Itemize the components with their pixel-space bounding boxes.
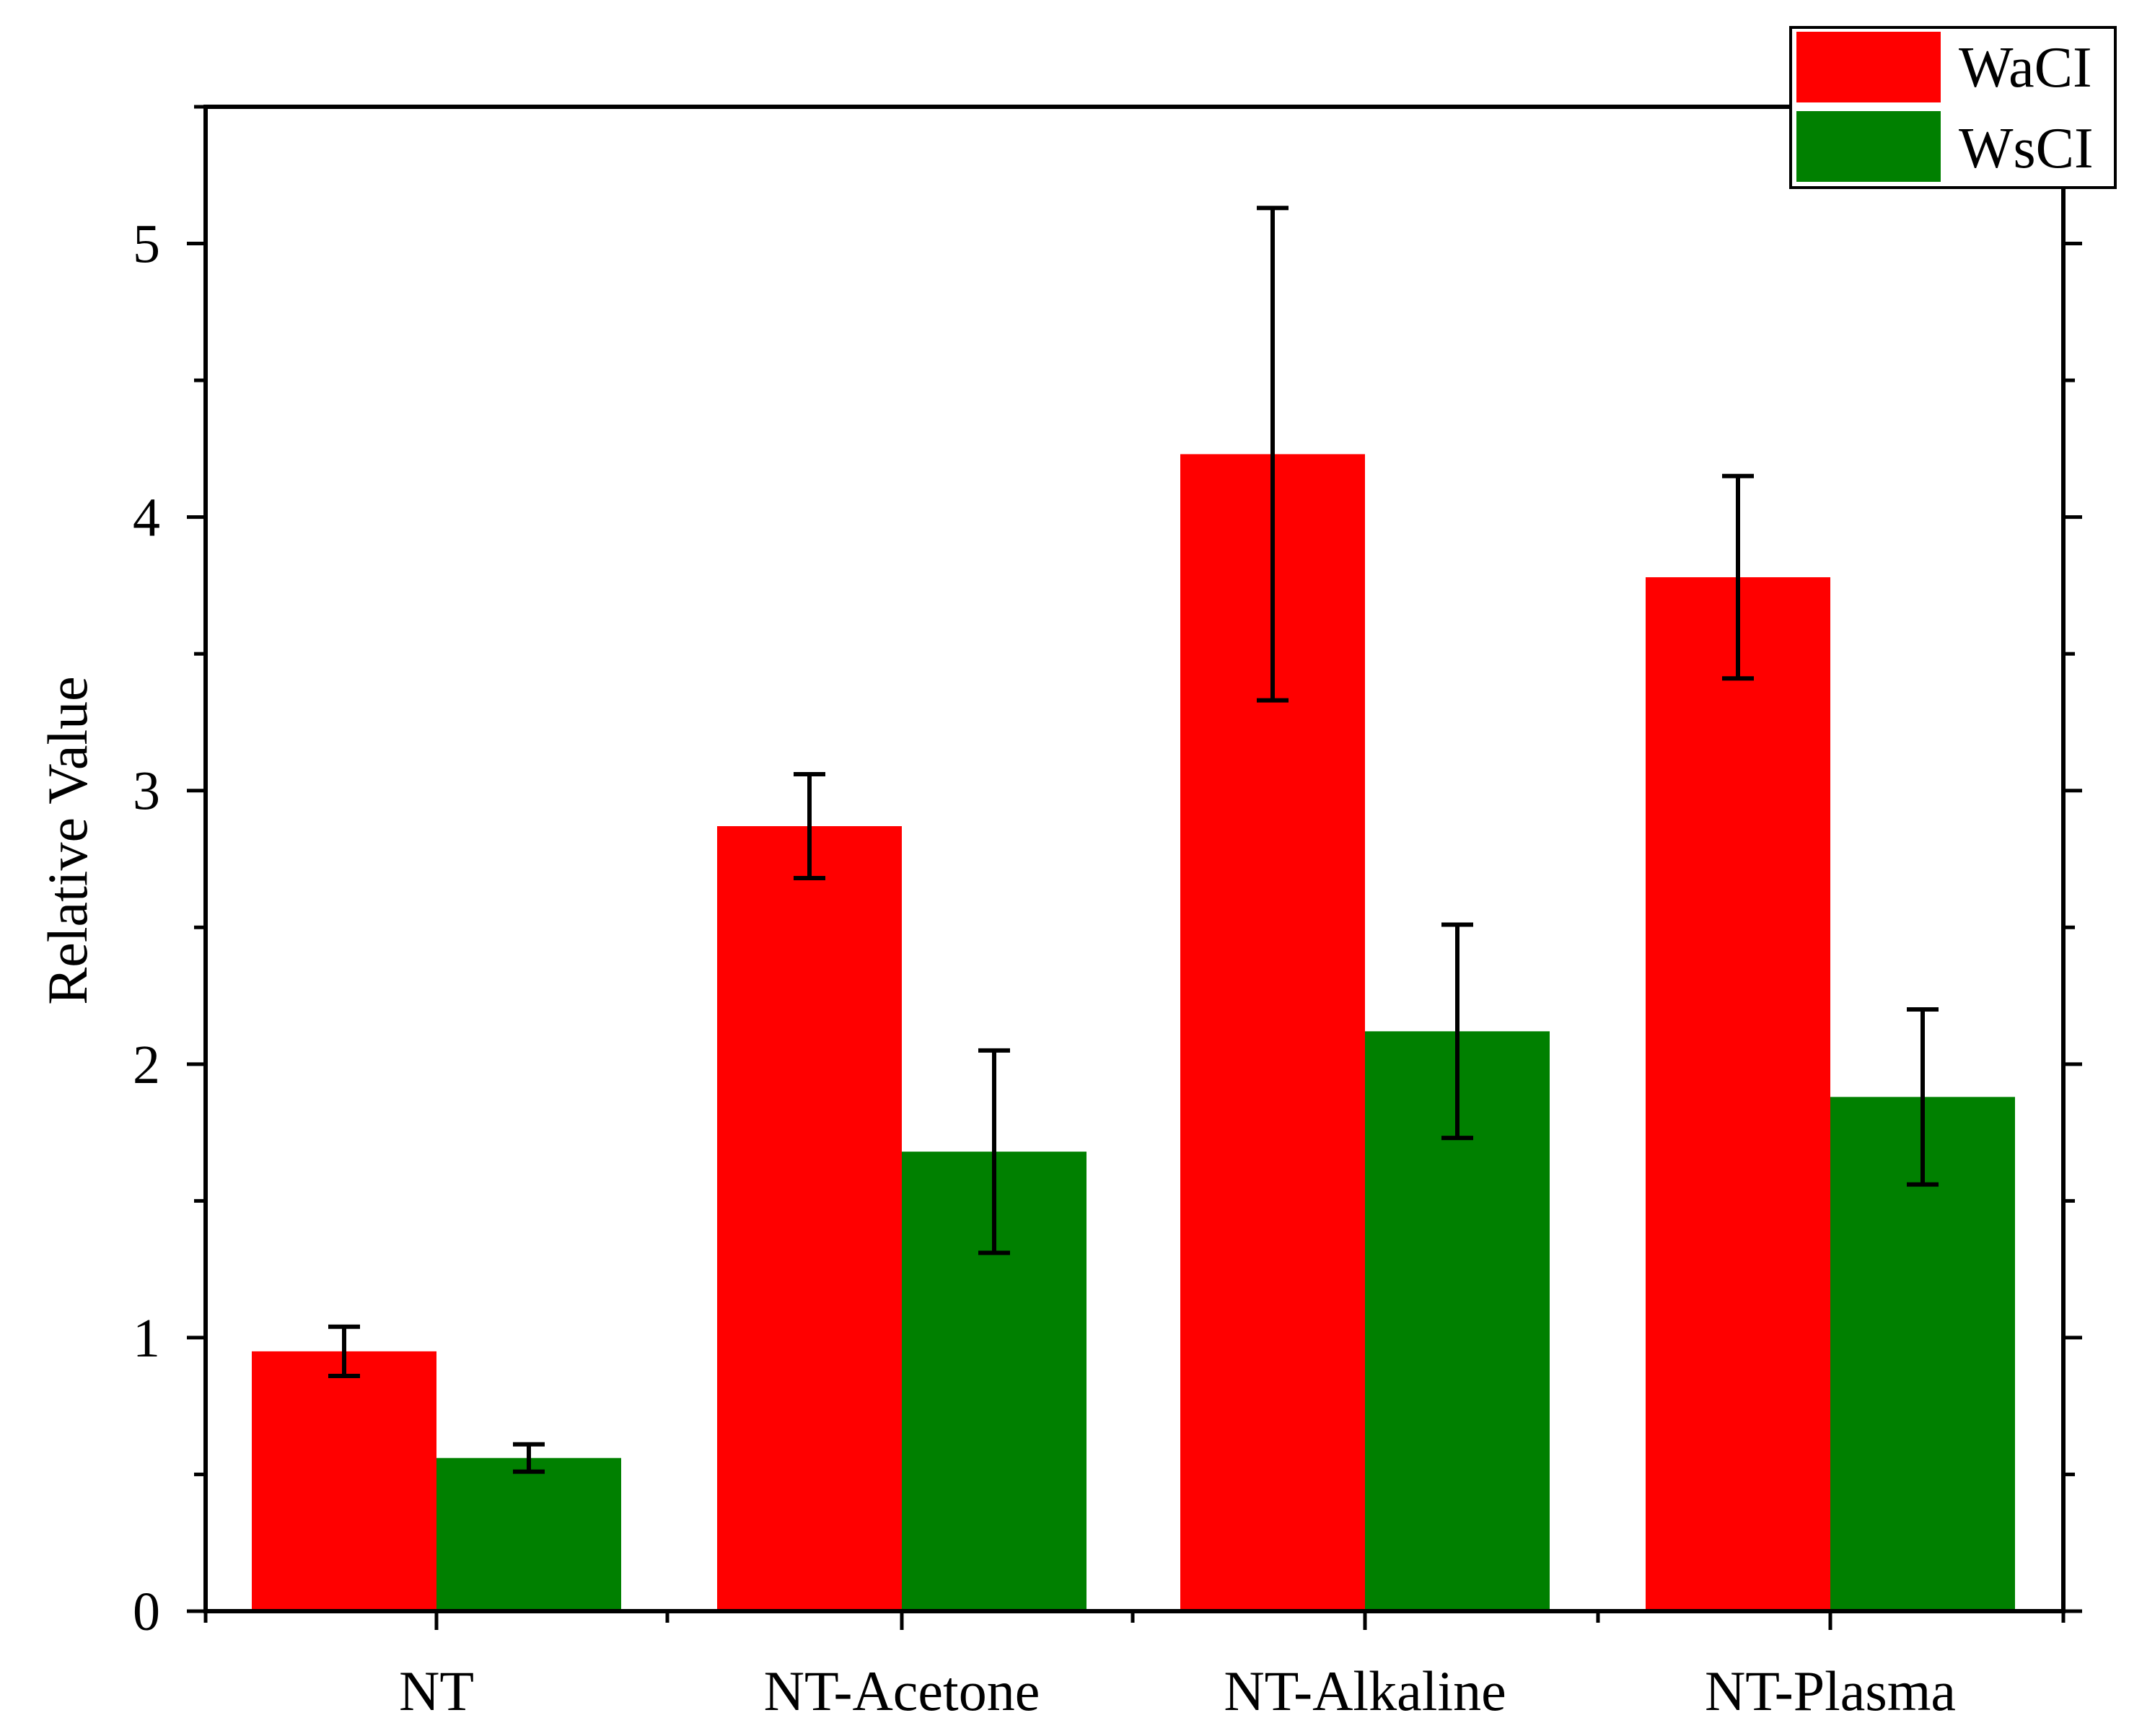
y-tick-label: 4: [133, 488, 160, 548]
bar-wsci-nt: [436, 1457, 621, 1611]
y-tick-label: 5: [133, 214, 160, 275]
ticks-layer: 0 1 2 3 4 5 NT NT-Acetone NT-Alkaline NT-Plasma: [133, 105, 2082, 1722]
legend-swatch-wsci: [1796, 111, 1941, 182]
error-bar-wsci-nt-alkaline: [1441, 922, 1473, 1141]
x-tick-label-nt: NT: [399, 1660, 474, 1722]
error-bar-waci-nt-alkaline: [1257, 206, 1289, 703]
error-bar-waci-nt: [328, 1324, 360, 1378]
legend-label-wsci: WsCI: [1959, 117, 2094, 180]
y-axis-title: Relative Value: [36, 676, 99, 1005]
legend-swatch-waci: [1796, 32, 1941, 102]
error-bar-wsci-nt-plasma: [1907, 1007, 1939, 1187]
x-tick-label-nt-alkaline: NT-Alkaline: [1224, 1660, 1506, 1722]
y-tick-label: 2: [133, 1035, 160, 1095]
bar-waci-nt: [252, 1351, 436, 1611]
error-bar-waci-nt-plasma: [1722, 473, 1754, 681]
error-bar-waci-nt-acetone: [794, 771, 825, 881]
y-tick-label: 1: [133, 1308, 160, 1369]
bar-waci-nt-plasma: [1646, 577, 1830, 1611]
legend: WaCI WsCI: [1789, 26, 2117, 189]
legend-label-waci: WaCI: [1959, 36, 2092, 100]
bar-waci-nt-acetone: [717, 826, 902, 1611]
error-bar-wsci-nt: [513, 1442, 545, 1474]
x-tick-label-nt-plasma: NT-Plasma: [1705, 1660, 1956, 1722]
y-tick-label: 0: [133, 1582, 160, 1642]
bars-layer: [252, 454, 2015, 1611]
x-tick-label-nt-acetone: NT-Acetone: [764, 1660, 1040, 1722]
error-bar-wsci-nt-acetone: [978, 1048, 1010, 1255]
error-bars-layer: [328, 206, 1939, 1474]
y-tick-label: 3: [133, 761, 160, 822]
